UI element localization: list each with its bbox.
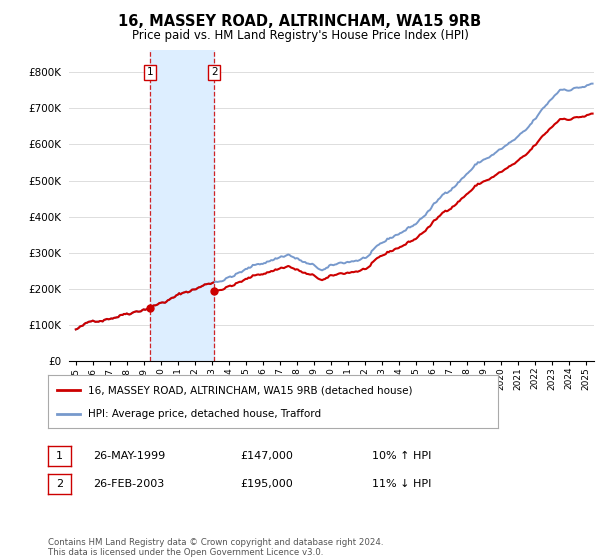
Text: 2: 2 [211,67,217,77]
Text: 1: 1 [56,451,63,461]
Text: 11% ↓ HPI: 11% ↓ HPI [372,479,431,489]
Text: Price paid vs. HM Land Registry's House Price Index (HPI): Price paid vs. HM Land Registry's House … [131,29,469,42]
Point [209,286,219,295]
Text: Contains HM Land Registry data © Crown copyright and database right 2024.
This d: Contains HM Land Registry data © Crown c… [48,538,383,557]
Text: 16, MASSEY ROAD, ALTRINCHAM, WA15 9RB: 16, MASSEY ROAD, ALTRINCHAM, WA15 9RB [118,14,482,29]
Text: 16, MASSEY ROAD, ALTRINCHAM, WA15 9RB (detached house): 16, MASSEY ROAD, ALTRINCHAM, WA15 9RB (d… [89,385,413,395]
Bar [151,50,214,361]
Point [146,304,155,312]
Text: 10% ↑ HPI: 10% ↑ HPI [372,451,431,461]
Text: 26-FEB-2003: 26-FEB-2003 [93,479,164,489]
Text: 2: 2 [56,479,63,489]
Text: 26-MAY-1999: 26-MAY-1999 [93,451,165,461]
Text: HPI: Average price, detached house, Trafford: HPI: Average price, detached house, Traf… [89,408,322,418]
Text: £195,000: £195,000 [240,479,293,489]
Text: 1: 1 [147,67,154,77]
Text: £147,000: £147,000 [240,451,293,461]
